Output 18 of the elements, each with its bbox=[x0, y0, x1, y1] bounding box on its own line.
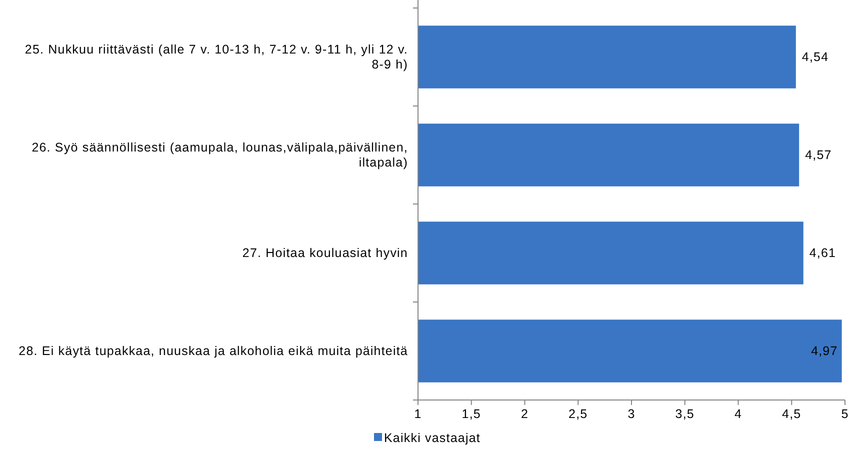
x-tick-label: 2 bbox=[520, 407, 529, 421]
data-label: 4,97 bbox=[811, 344, 838, 358]
x-tick-label: 3,5 bbox=[675, 407, 694, 421]
data-label: 4,57 bbox=[805, 148, 832, 162]
x-tick-label: 5 bbox=[841, 407, 849, 421]
x-tick-label: 4,5 bbox=[782, 407, 802, 421]
y-tick-label: 25. Nukkuu riittävästi (alle 7 v. 10-13 h, 7-12 v. 9-11 h, yli 12 v. 8-9 h) bbox=[24, 42, 408, 72]
x-tick-label: 4 bbox=[734, 407, 742, 421]
data-label: 4,54 bbox=[802, 50, 829, 64]
y-tick-label: 28. Ei käytä tupakkaa, nuuskaa ja alkoholia eikä muita päihteitä bbox=[18, 344, 408, 358]
data-label: 4,61 bbox=[809, 246, 836, 260]
legend-label: Kaikki vastaajat bbox=[384, 431, 480, 445]
x-tick-label: 2,5 bbox=[568, 407, 588, 421]
x-tick-label: 1,5 bbox=[462, 407, 481, 421]
x-tick-label: 3 bbox=[628, 407, 636, 421]
x-tick-label: 1 bbox=[414, 407, 422, 421]
y-tick-label: 27. Hoitaa kouluasiat hyvin bbox=[242, 246, 408, 260]
y-tick-label: 26. Syö säännöllisesti (aamupala, lounas,välipala,päivällinen, iltapala) bbox=[32, 140, 408, 170]
